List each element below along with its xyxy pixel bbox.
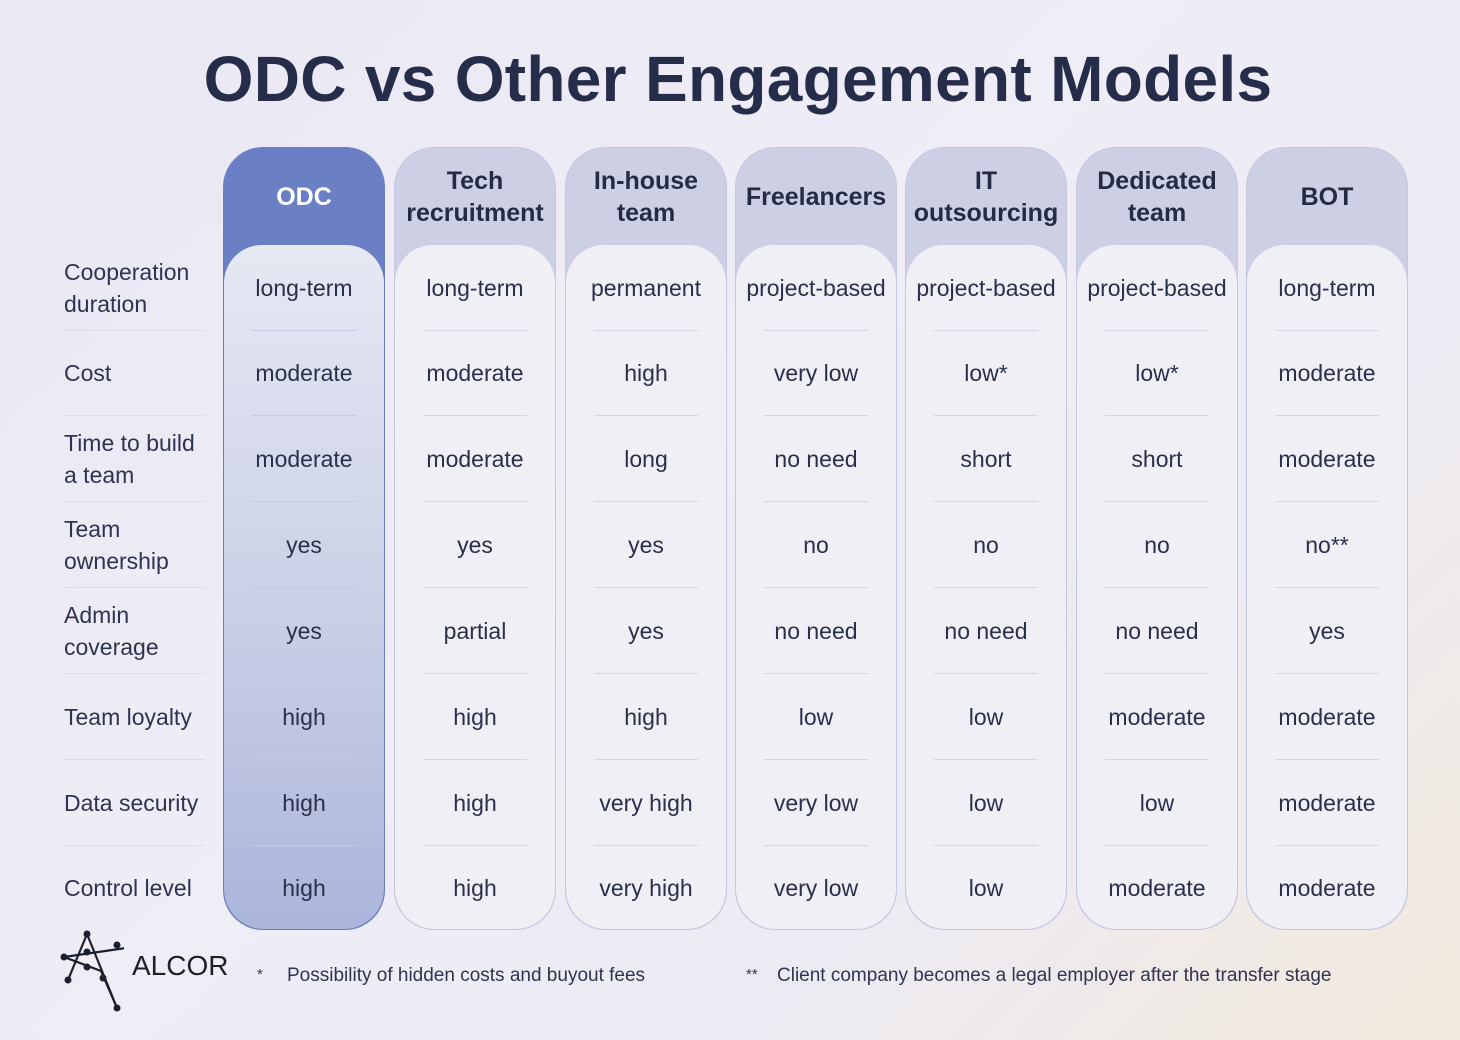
table-cell: very low bbox=[736, 760, 896, 846]
table-cell: low bbox=[968, 874, 1004, 901]
column-body: long-term moderate moderate yes yes high high h… bbox=[224, 245, 384, 929]
column-header: Dedicated team bbox=[1097, 167, 1217, 227]
table-cell: very high bbox=[599, 874, 693, 901]
column-dedicated-team: Dedicated team project-based low* short no no… bbox=[1076, 147, 1238, 930]
table-cell: partial bbox=[395, 588, 555, 674]
table-cell: moderate bbox=[1247, 416, 1407, 502]
column-body: project-based very low no need no no need low… bbox=[736, 245, 896, 929]
column-header: Tech recruitment bbox=[406, 167, 544, 227]
column-body: project-based low* short no no need low low low bbox=[906, 245, 1066, 929]
column-body: long-term moderate moderate yes partial high h… bbox=[395, 245, 555, 929]
table-cell: moderate bbox=[1247, 331, 1407, 416]
table-cell: high bbox=[453, 874, 497, 901]
table-cell: long-term bbox=[395, 245, 555, 331]
alcor-logo-icon bbox=[60, 930, 124, 1012]
table-cell: no** bbox=[1247, 502, 1407, 588]
column-body: long-term moderate moderate no** yes moderate… bbox=[1247, 245, 1407, 929]
table-cell: short bbox=[906, 416, 1066, 502]
row-labels: Cooperation duration Cost Time to build a … bbox=[64, 245, 214, 930]
table-cell: project-based bbox=[1077, 245, 1237, 331]
table-cell: no bbox=[736, 502, 896, 588]
table-cell: moderate bbox=[224, 331, 384, 416]
table-cell: very low bbox=[773, 874, 859, 901]
table-cell: high bbox=[224, 674, 384, 760]
table-cell: no need bbox=[906, 588, 1066, 674]
row-label: Cooperation duration bbox=[64, 245, 204, 331]
table-cell: yes bbox=[1247, 588, 1407, 674]
column-freelancers: Freelancers project-based very low no need n… bbox=[735, 147, 897, 930]
table-cell: yes bbox=[395, 502, 555, 588]
table-cell: high bbox=[566, 331, 726, 416]
column-it-outsourcing: IT outsourcing project-based low* short no no… bbox=[905, 147, 1067, 930]
table-cell: yes bbox=[224, 588, 384, 674]
row-label: Admin coverage bbox=[64, 588, 204, 674]
page-title: ODC vs Other Engagement Models bbox=[203, 43, 1273, 115]
table-cell: moderate bbox=[1108, 874, 1206, 901]
table-cell: high bbox=[566, 674, 726, 760]
table-cell: moderate bbox=[1247, 760, 1407, 846]
table-cell: long-term bbox=[1247, 245, 1407, 331]
table-cell: low bbox=[1077, 760, 1237, 846]
table-cell: low* bbox=[1077, 331, 1237, 416]
footnote-marker: * bbox=[257, 966, 263, 983]
logo-text: ALCOR bbox=[132, 950, 229, 981]
footnote-marker: ** bbox=[746, 966, 758, 983]
row-label: Data security bbox=[64, 760, 204, 846]
table-cell: very high bbox=[566, 760, 726, 846]
table-cell: long-term bbox=[224, 245, 384, 331]
table-cell: project-based bbox=[906, 245, 1066, 331]
row-label: Control level bbox=[64, 875, 192, 901]
column-body: permanent high long yes yes high very high very… bbox=[566, 245, 726, 929]
table-cell: high bbox=[395, 674, 555, 760]
table-cell: short bbox=[1077, 416, 1237, 502]
table-cell: moderate bbox=[395, 416, 555, 502]
column-header: In-house team bbox=[593, 167, 699, 227]
column-header: Freelancers bbox=[745, 183, 887, 211]
table-cell: very low bbox=[736, 331, 896, 416]
table-cell: moderate bbox=[395, 331, 555, 416]
table-cell: moderate bbox=[1077, 674, 1237, 760]
table-cell: moderate bbox=[1247, 674, 1407, 760]
row-label: Time to build a team bbox=[64, 416, 204, 502]
table-cell: no bbox=[1077, 502, 1237, 588]
footnote-legal-employer: Client company becomes a legal employer … bbox=[777, 965, 1332, 986]
table-cell: permanent bbox=[566, 245, 726, 331]
column-body: project-based low* short no no need moderate l… bbox=[1077, 245, 1237, 929]
column-in-house-team: In-house team permanent high long yes yes high… bbox=[565, 147, 727, 930]
table-cell: yes bbox=[566, 502, 726, 588]
row-label: Team loyalty bbox=[64, 674, 204, 760]
table-cell: no need bbox=[736, 416, 896, 502]
table-cell: moderate bbox=[224, 416, 384, 502]
table-cell: long bbox=[566, 416, 726, 502]
row-label: Cost bbox=[64, 331, 204, 416]
table-cell: project-based bbox=[736, 245, 896, 331]
column-header: IT outsourcing bbox=[913, 167, 1059, 227]
table-cell: yes bbox=[224, 502, 384, 588]
table-cell: low bbox=[906, 674, 1066, 760]
table-cell: low bbox=[906, 760, 1066, 846]
table-cell: high bbox=[282, 874, 326, 901]
column-odc: ODC long-term moderate moderate yes yes high hi… bbox=[223, 147, 385, 930]
table-cell: low* bbox=[906, 331, 1066, 416]
column-header: ODC bbox=[276, 183, 332, 211]
table-cell: no need bbox=[1077, 588, 1237, 674]
table-cell: no bbox=[906, 502, 1066, 588]
table-cell: high bbox=[224, 760, 384, 846]
table-cell: moderate bbox=[1278, 874, 1376, 901]
table-cell: no need bbox=[736, 588, 896, 674]
footnote-hidden-costs: Possibility of hidden costs and buyout f… bbox=[287, 965, 646, 986]
table-cell: low bbox=[736, 674, 896, 760]
table-cell: high bbox=[395, 760, 555, 846]
column-header: BOT bbox=[1300, 183, 1354, 211]
column-tech-recruitment: Tech recruitment long-term moderate moderat… bbox=[394, 147, 556, 930]
row-label: Team ownership bbox=[64, 502, 204, 588]
column-bot: BOT long-term moderate moderate no** yes moder… bbox=[1246, 147, 1408, 930]
table-cell: yes bbox=[566, 588, 726, 674]
